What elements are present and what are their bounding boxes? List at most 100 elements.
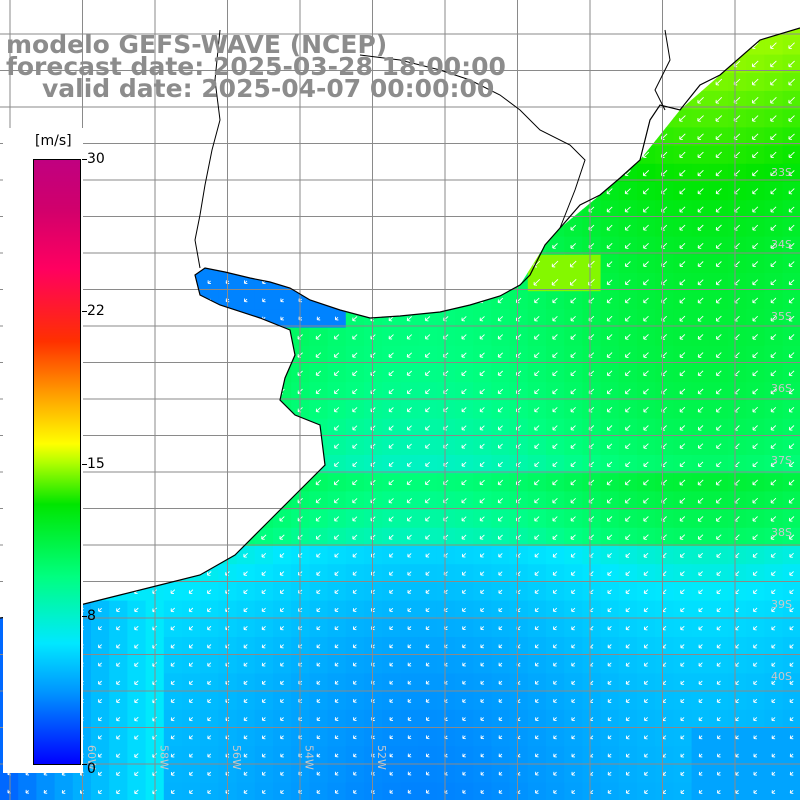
wind-arrow (407, 680, 412, 685)
wind-arrow (552, 534, 558, 540)
wind-arrow (207, 771, 212, 776)
wind-cell (91, 345, 110, 365)
wind-cell (618, 36, 638, 56)
wind-arrow (715, 133, 723, 140)
wind-cell (163, 418, 183, 438)
wind-arrow (370, 133, 377, 140)
wind-arrow (316, 789, 321, 794)
wind-cell (782, 28, 800, 37)
wind-arrow (334, 116, 339, 121)
wind-cell (455, 218, 474, 238)
wind-arrow (387, 28, 395, 31)
wind-arrow (498, 6, 504, 12)
wind-arrow (188, 406, 194, 413)
wind-arrow (643, 334, 649, 340)
wind-arrow (552, 461, 558, 467)
wind-arrow (115, 406, 122, 413)
wind-arrow (752, 188, 759, 195)
wind-arrow (788, 425, 795, 431)
wind-arrow (644, 680, 649, 685)
wind-cell (182, 491, 201, 511)
wind-arrow (644, 698, 649, 703)
wind-arrow (717, 789, 721, 794)
wind-cell (163, 400, 183, 420)
wind-arrow (461, 553, 467, 558)
wind-arrow (497, 115, 504, 122)
wind-arrow (134, 680, 139, 685)
wind-arrow (279, 406, 285, 413)
wind-arrow (788, 279, 795, 286)
wind-cell (509, 72, 529, 92)
wind-arrow (551, 78, 559, 86)
wind-arrow (461, 352, 467, 358)
wind-arrow (570, 115, 577, 122)
wind-arrow (770, 297, 777, 304)
wind-arrow (697, 115, 704, 122)
wind-arrow (479, 115, 486, 122)
wind-arrow (752, 352, 759, 358)
wind-arrow (261, 352, 267, 358)
wind-arrow (425, 553, 430, 558)
wind-arrow (771, 625, 776, 631)
wind-arrow (752, 169, 759, 177)
wind-arrow (679, 224, 686, 231)
wind-cell (692, 0, 711, 19)
wind-arrow (461, 334, 467, 340)
wind-arrow (388, 170, 395, 176)
wind-arrow (334, 134, 339, 139)
wind-arrow (716, 644, 721, 649)
wind-arrow (406, 28, 413, 31)
wind-arrow (570, 97, 577, 104)
wind-arrow (606, 388, 613, 395)
wind-arrow (497, 443, 503, 449)
wind-cell (527, 72, 547, 92)
wind-arrow (624, 224, 631, 231)
wind-arrow (389, 771, 394, 776)
wind-arrow (497, 316, 504, 322)
wind-arrow (133, 352, 140, 358)
wind-arrow (788, 406, 795, 413)
wind-arrow (553, 680, 557, 685)
wind-arrow (480, 589, 485, 594)
wind-arrow (552, 571, 558, 576)
wind-arrow (279, 425, 285, 431)
wind-cell (36, 109, 56, 128)
wind-arrow (279, 334, 285, 340)
wind-arrow (425, 571, 430, 576)
wind-arrow (789, 735, 794, 740)
wind-arrow (370, 297, 376, 304)
wind-arrow (789, 771, 794, 776)
wind-arrow (752, 461, 758, 468)
wind-arrow (352, 589, 357, 594)
wind-cell (182, 455, 201, 474)
wind-arrow (535, 771, 539, 776)
wind-arrow (352, 261, 358, 267)
wind-arrow (788, 370, 795, 377)
wind-arrow (716, 662, 721, 667)
wind-arrow (334, 607, 339, 612)
wind-arrow (98, 771, 103, 776)
wind-arrow (279, 552, 285, 558)
wind-arrow (552, 388, 558, 395)
wind-cell (127, 546, 147, 565)
wind-arrow (788, 60, 795, 68)
wind-arrow (407, 534, 412, 540)
wind-arrow (243, 243, 248, 248)
wind-arrow (717, 753, 721, 758)
wind-arrow (352, 370, 358, 376)
wind-arrow (771, 771, 776, 776)
wind-arrow (206, 334, 213, 340)
wind-arrow (206, 571, 212, 576)
wind-arrow (569, 260, 577, 268)
wind-arrow (425, 626, 430, 631)
wind-arrow (443, 243, 449, 249)
wind-cell (509, 254, 529, 274)
wind-arrow (533, 42, 541, 50)
wind-arrow (170, 589, 176, 595)
wind-arrow (242, 425, 249, 431)
wind-arrow (735, 717, 740, 722)
wind-cell (91, 273, 110, 292)
wind-arrow (534, 388, 540, 395)
wind-cell (163, 527, 183, 547)
wind-cell (327, 254, 347, 274)
